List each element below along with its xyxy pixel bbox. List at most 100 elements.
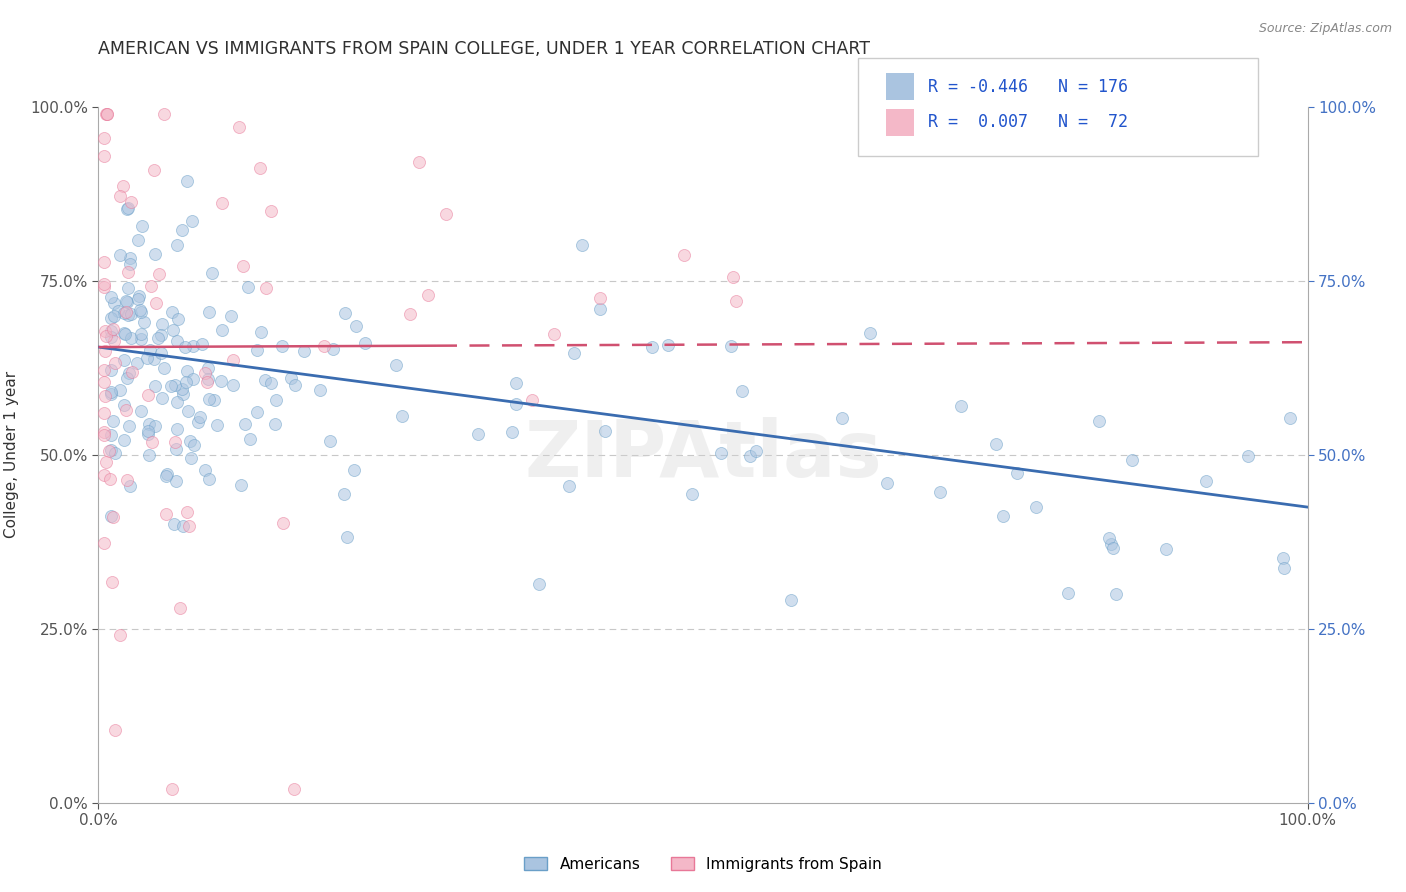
Point — [169, 600, 191, 615]
Point — [98, 472, 121, 486]
Point — [308, 384, 330, 398]
Point — [333, 487, 356, 501]
Point — [118, 366, 141, 380]
Point — [280, 371, 302, 385]
Point — [197, 472, 219, 486]
Point — [249, 161, 271, 176]
Point — [165, 378, 187, 392]
Point — [166, 334, 188, 348]
Point — [641, 340, 664, 354]
Point — [128, 289, 150, 303]
Point — [108, 189, 131, 203]
Point — [681, 486, 703, 500]
Point — [112, 326, 135, 341]
Point — [292, 344, 315, 359]
Point — [125, 356, 148, 370]
Y-axis label: College, Under 1 year: College, Under 1 year — [4, 371, 18, 539]
Point — [127, 233, 149, 247]
Point — [725, 293, 748, 308]
Point — [219, 309, 242, 323]
Point — [188, 409, 211, 424]
Point — [228, 120, 250, 134]
Point — [779, 593, 801, 607]
Point — [527, 576, 550, 591]
Point — [250, 325, 273, 339]
Point — [195, 376, 218, 390]
Point — [129, 305, 152, 319]
Point — [831, 411, 853, 425]
Point — [177, 404, 200, 418]
Point — [194, 463, 217, 477]
Legend: Americans, Immigrants from Spain: Americans, Immigrants from Spain — [524, 856, 882, 871]
Point — [103, 296, 125, 310]
Point — [166, 394, 188, 409]
Point — [1195, 475, 1218, 489]
Point — [93, 427, 115, 442]
Point — [93, 255, 115, 269]
Point — [117, 265, 139, 279]
Point — [96, 107, 118, 121]
Point — [571, 238, 593, 252]
Point — [103, 310, 125, 324]
Point — [172, 519, 194, 533]
Point — [558, 479, 581, 493]
Point — [333, 306, 356, 320]
Point — [138, 343, 160, 358]
Point — [100, 324, 122, 338]
Point — [197, 360, 219, 375]
Point — [179, 434, 201, 448]
Point — [114, 306, 136, 320]
Point — [143, 419, 166, 434]
Point — [108, 248, 131, 262]
Point — [112, 353, 135, 368]
Point — [120, 194, 142, 209]
Point — [236, 280, 259, 294]
Point — [181, 372, 204, 386]
Point — [143, 378, 166, 392]
Point — [141, 435, 163, 450]
Point — [153, 107, 176, 121]
Point — [112, 398, 135, 412]
Point — [100, 290, 122, 304]
Point — [1101, 541, 1123, 556]
Point — [148, 267, 170, 281]
Point — [434, 206, 457, 220]
Point — [165, 474, 187, 488]
Point — [93, 425, 115, 440]
Point — [104, 723, 127, 737]
Point — [181, 213, 204, 227]
Point — [160, 781, 183, 796]
Point — [93, 277, 115, 291]
Point — [505, 376, 527, 391]
Point — [1237, 449, 1260, 463]
Point — [260, 203, 283, 218]
Point — [100, 387, 122, 401]
Point — [1057, 586, 1080, 600]
Point — [118, 418, 141, 433]
Point — [416, 287, 439, 301]
Point — [145, 295, 167, 310]
Point — [112, 433, 135, 447]
Point — [657, 338, 679, 352]
Point — [322, 342, 344, 356]
Point — [100, 363, 122, 377]
Point — [284, 377, 307, 392]
Point — [720, 339, 742, 353]
Point — [121, 366, 143, 380]
Point — [129, 326, 152, 341]
Point — [94, 107, 117, 121]
Point — [114, 327, 136, 342]
Point — [1025, 500, 1047, 515]
Point — [264, 417, 287, 431]
Point — [100, 310, 122, 325]
Point — [1274, 560, 1296, 574]
Point — [120, 479, 142, 493]
Point — [103, 334, 125, 348]
Point — [991, 509, 1014, 524]
Point — [1098, 532, 1121, 546]
Point — [876, 476, 898, 491]
Point — [107, 304, 129, 318]
Point — [239, 432, 262, 446]
Point — [593, 424, 616, 438]
Point — [176, 504, 198, 518]
